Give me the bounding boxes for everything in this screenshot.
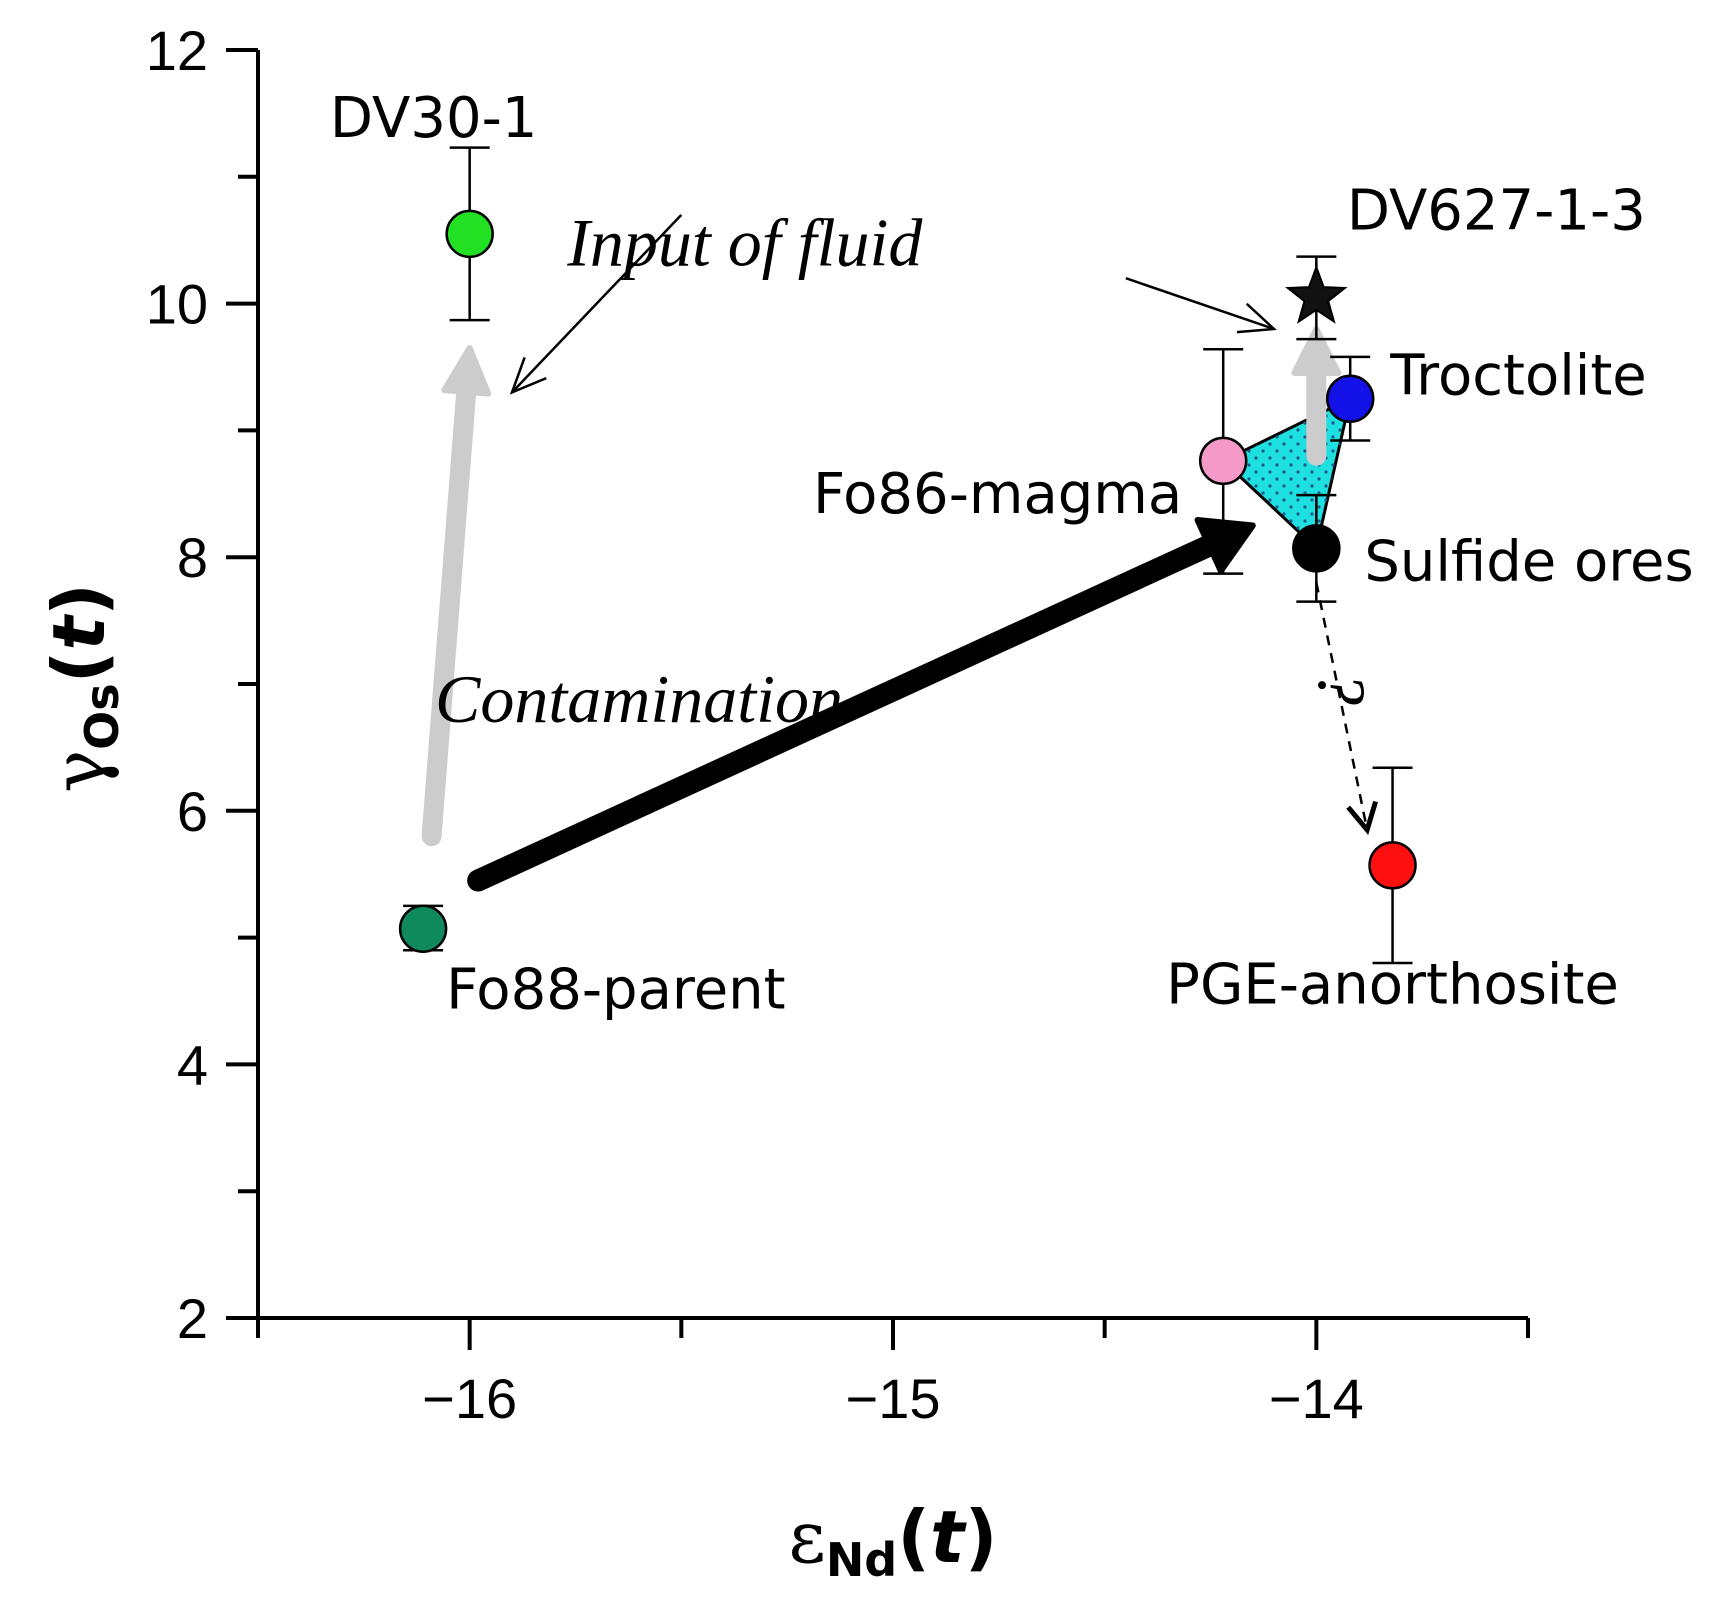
troctolite-label: Troctolite bbox=[1389, 344, 1647, 409]
x-axis-title-close: ) bbox=[965, 1495, 998, 1579]
pge-anorthosite-label: PGE-anorthosite bbox=[1166, 952, 1619, 1017]
x-axis-title-var: t bbox=[930, 1495, 967, 1579]
x-tick-label: −14 bbox=[1269, 1367, 1364, 1430]
dv627-1-3-marker bbox=[1285, 264, 1348, 324]
y-tick-label: 12 bbox=[146, 19, 208, 82]
fluid-pointer-left-head bbox=[509, 356, 547, 395]
pge-anorthosite-marker bbox=[1368, 841, 1417, 890]
y-axis-title: γOs(t) bbox=[37, 583, 129, 793]
sulfide-ores-label: Sulfide ores bbox=[1364, 529, 1693, 594]
fluid-pointer-left-shaft bbox=[511, 213, 683, 394]
y-axis-title-close: ) bbox=[37, 583, 121, 616]
x-axis-title-subscript: Nd bbox=[826, 1533, 897, 1587]
annotation-input-of-fluid: Input of fluid bbox=[566, 205, 923, 281]
y-axis-title-subscript: Os bbox=[75, 683, 129, 749]
y-tick-label: 8 bbox=[177, 526, 208, 589]
fo88-parent-label: Fo88-parent bbox=[446, 958, 785, 1023]
contamination-arrow-shaft bbox=[467, 532, 1224, 892]
x-axis-title-symbol: ε bbox=[789, 1495, 826, 1579]
y-tick-label: 6 bbox=[177, 780, 208, 843]
dv627-1-3-label: DV627-1-3 bbox=[1347, 178, 1646, 243]
dv30-1-marker bbox=[445, 209, 494, 259]
y-tick-label: 10 bbox=[146, 273, 208, 336]
fo86-magma-marker bbox=[1198, 436, 1248, 486]
fluid-arrow-left-head bbox=[441, 344, 492, 397]
x-tick-label: −15 bbox=[846, 1367, 941, 1430]
fluid-arrow-left-shaft bbox=[421, 377, 477, 847]
fo86-magma-label: Fo86-magma bbox=[813, 462, 1182, 527]
y-axis-title-var: t bbox=[37, 613, 121, 650]
dashed-arrow-head bbox=[1346, 800, 1379, 835]
fo88-parent-marker bbox=[398, 904, 448, 953]
y-tick-label: 2 bbox=[177, 1287, 208, 1350]
fluid-pointer-right-shaft bbox=[1125, 277, 1275, 331]
x-axis-title: εNd(t) bbox=[789, 1495, 998, 1587]
y-axis-title-open: ( bbox=[37, 650, 121, 683]
troctolite-marker bbox=[1325, 374, 1375, 423]
annotation-contamination: Contamination bbox=[435, 661, 843, 737]
fluid-pointer-right-head bbox=[1236, 302, 1277, 334]
sulfide-ores-marker bbox=[1292, 524, 1341, 573]
fluid-arrow-right-head bbox=[1291, 325, 1342, 376]
x-tick-label: −16 bbox=[422, 1367, 517, 1430]
y-axis-title-symbol: γ bbox=[37, 750, 121, 793]
y-tick-label: 4 bbox=[177, 1033, 208, 1096]
annotation-question-mark: ¿ bbox=[1289, 673, 1365, 707]
dashed-arrow-shaft bbox=[1315, 582, 1369, 831]
x-axis-title-open: ( bbox=[897, 1495, 930, 1579]
contamination-arrow-head bbox=[1194, 517, 1256, 574]
dv30-1-label: DV30-1 bbox=[330, 86, 538, 151]
